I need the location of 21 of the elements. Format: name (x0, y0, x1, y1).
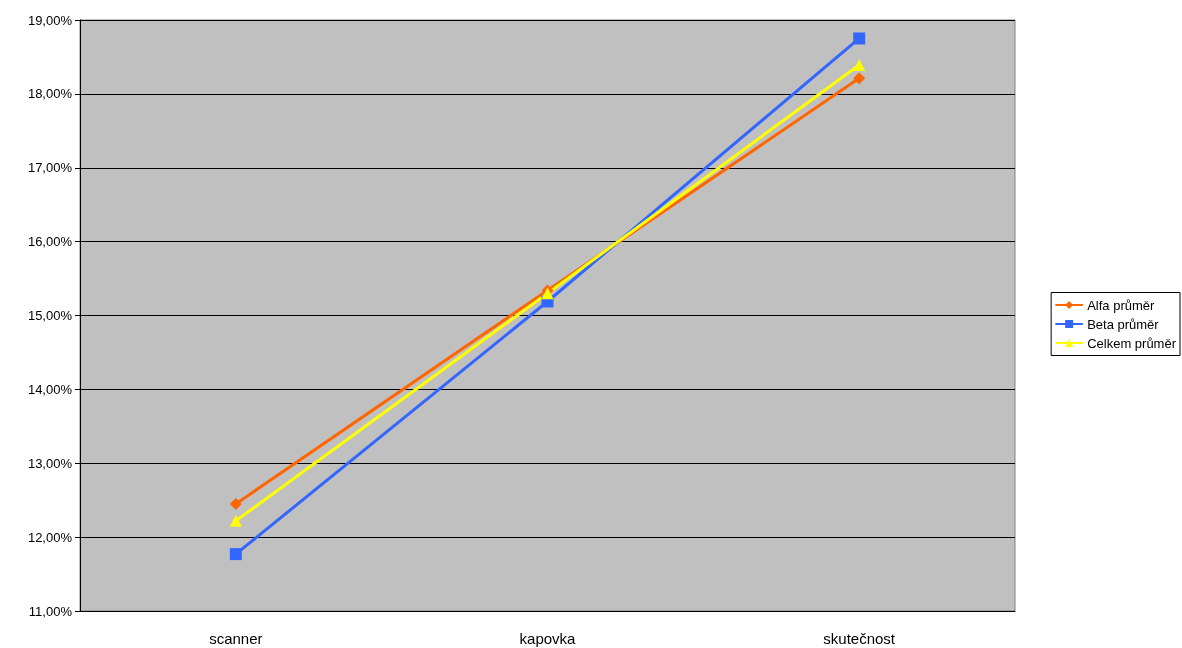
y-tick-label: 16,00% (27, 234, 73, 250)
x-tick-label: scanner (209, 630, 263, 647)
legend-label: Celkem průměr (1087, 335, 1177, 351)
y-tick-label: 11,00% (28, 603, 73, 619)
y-tick-label: 18,00% (27, 86, 73, 102)
y-tick-label: 14,00% (27, 381, 73, 397)
point (229, 497, 242, 510)
point (229, 514, 242, 527)
legend-label: Alfa průměr (1087, 297, 1156, 313)
legend-label: Beta průměr (1087, 316, 1160, 332)
y-tick-label: 19,00% (27, 12, 73, 28)
x-tick-label: kapovka (519, 630, 577, 647)
y-tick-label: 15,00% (27, 308, 73, 323)
y-tick-label: 17,00% (27, 160, 73, 176)
point (853, 72, 866, 85)
y-tick-label: 13,00% (27, 455, 73, 471)
point (853, 59, 866, 72)
x-tick-label: skutečnost (823, 630, 896, 647)
y-tick-label: 12,00% (27, 529, 73, 545)
point (853, 32, 866, 45)
point (229, 548, 242, 561)
